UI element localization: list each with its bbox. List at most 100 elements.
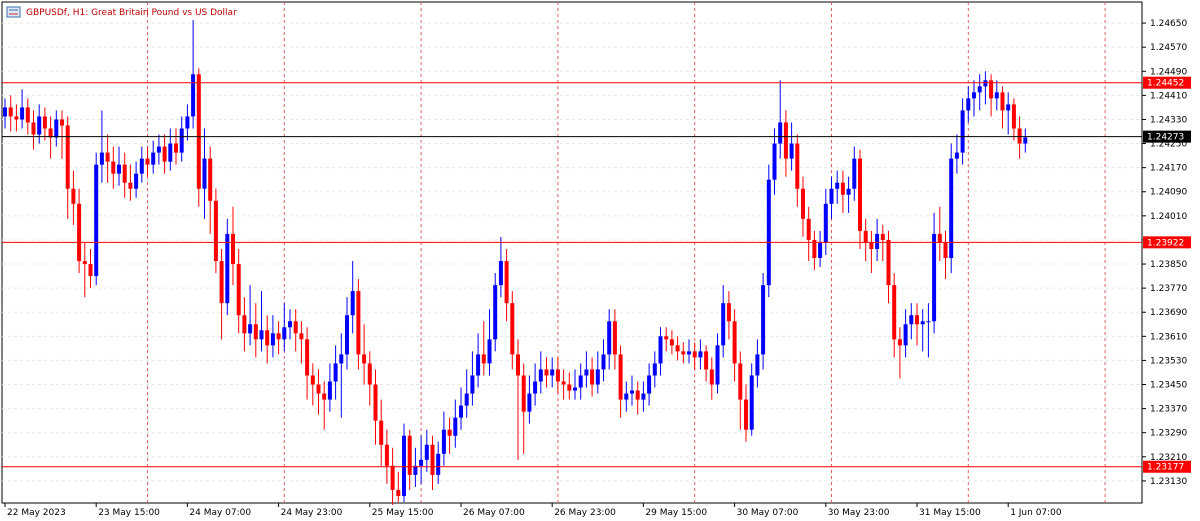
candle-body bbox=[350, 291, 355, 316]
y-tick-label: 1.24010 bbox=[1150, 212, 1187, 222]
plot-frame bbox=[1, 1, 1143, 504]
candle-body bbox=[1011, 104, 1016, 129]
candle-body bbox=[858, 158, 862, 231]
candle-body bbox=[464, 393, 469, 406]
candle-body bbox=[333, 363, 338, 382]
candle-body bbox=[367, 363, 372, 385]
candle-body bbox=[732, 321, 737, 364]
y-tick-label: 1.24410 bbox=[1150, 91, 1187, 101]
y-tick-label: 1.23850 bbox=[1150, 260, 1187, 270]
candle-body bbox=[71, 188, 76, 204]
candle-body bbox=[573, 387, 577, 391]
candle-body bbox=[823, 203, 828, 243]
candle-body bbox=[875, 233, 880, 249]
candle-body bbox=[20, 107, 25, 120]
price-level-box bbox=[1143, 130, 1191, 143]
candle-body bbox=[156, 146, 161, 153]
candle-body bbox=[658, 336, 663, 364]
y-tick-label: 1.24490 bbox=[1150, 67, 1187, 77]
candle-body bbox=[966, 98, 971, 111]
candle-body bbox=[88, 264, 93, 277]
candle-body bbox=[761, 285, 766, 355]
candle-body bbox=[453, 417, 458, 436]
candle-body bbox=[362, 354, 367, 364]
candle-body bbox=[390, 465, 395, 490]
candle-body bbox=[305, 339, 310, 376]
candle-body bbox=[14, 116, 19, 120]
candle-body bbox=[521, 375, 526, 412]
candle-body bbox=[801, 188, 805, 219]
candle-body bbox=[288, 321, 292, 328]
candle-body bbox=[185, 116, 190, 129]
candle-body bbox=[111, 161, 116, 174]
candle-body bbox=[949, 158, 954, 259]
candle-body bbox=[590, 369, 595, 385]
candle-body bbox=[105, 152, 110, 162]
candle-body bbox=[379, 420, 384, 445]
candle-body bbox=[60, 119, 64, 126]
candle-body bbox=[920, 321, 925, 325]
candle-body bbox=[493, 285, 498, 340]
candle-body bbox=[749, 375, 754, 430]
candle-body bbox=[208, 158, 213, 201]
price-level-label: 1.23922 bbox=[1147, 238, 1184, 248]
candle-body bbox=[498, 261, 503, 286]
candle-body bbox=[533, 381, 538, 394]
x-tick-label: 30 May 07:00 bbox=[737, 508, 799, 518]
candle-body bbox=[806, 218, 811, 240]
candle-body bbox=[419, 459, 424, 466]
price-level-box bbox=[1143, 76, 1191, 89]
candle-body bbox=[544, 369, 549, 376]
y-tick-label: 1.23450 bbox=[1150, 381, 1187, 391]
candle-body bbox=[755, 354, 760, 376]
candle-body bbox=[664, 336, 669, 340]
candle-body bbox=[424, 444, 429, 460]
candle-body bbox=[561, 381, 566, 385]
candle-body bbox=[738, 363, 743, 400]
y-tick-label: 1.23290 bbox=[1150, 429, 1187, 439]
candle-body bbox=[641, 393, 646, 400]
candle-body bbox=[128, 182, 133, 189]
candle-body bbox=[595, 369, 600, 385]
candle-body bbox=[630, 390, 634, 394]
candle-body bbox=[909, 315, 914, 325]
candle-body bbox=[789, 143, 794, 159]
candle-body bbox=[459, 405, 463, 418]
x-tick-label: 24 May 23:00 bbox=[281, 508, 343, 518]
x-tick-label: 23 May 15:00 bbox=[98, 508, 160, 518]
candle-body bbox=[612, 321, 617, 355]
candle-body bbox=[82, 261, 87, 265]
candle-body bbox=[384, 444, 389, 466]
candle-body bbox=[77, 203, 82, 262]
candle-body bbox=[202, 158, 207, 189]
candle-body bbox=[681, 351, 686, 355]
candle-body bbox=[1023, 137, 1028, 144]
candle-body bbox=[989, 80, 994, 99]
candle-body bbox=[54, 119, 59, 138]
candle-body bbox=[504, 261, 509, 304]
x-tick-label: 24 May 07:00 bbox=[189, 508, 251, 518]
candle-body bbox=[42, 116, 47, 129]
candle-body bbox=[293, 321, 298, 334]
candle-body bbox=[669, 339, 674, 346]
candle-body bbox=[327, 381, 332, 400]
candle-body bbox=[550, 369, 555, 376]
candle-body bbox=[943, 242, 948, 259]
candle-body bbox=[310, 375, 315, 385]
candle-body bbox=[213, 200, 218, 262]
candle-body bbox=[231, 233, 235, 265]
candle-body bbox=[687, 351, 691, 355]
candle-body bbox=[1000, 92, 1005, 111]
candle-body bbox=[99, 152, 104, 165]
candle-body bbox=[744, 399, 748, 430]
candle-body bbox=[852, 158, 857, 189]
candle-body bbox=[162, 146, 167, 162]
candle-body bbox=[972, 92, 976, 99]
candle-body bbox=[835, 182, 840, 189]
y-tick-label: 1.23370 bbox=[1150, 405, 1187, 415]
candle-body bbox=[880, 233, 885, 240]
candle-body bbox=[179, 128, 184, 153]
candle-body bbox=[259, 330, 264, 340]
candle-body bbox=[584, 369, 589, 376]
